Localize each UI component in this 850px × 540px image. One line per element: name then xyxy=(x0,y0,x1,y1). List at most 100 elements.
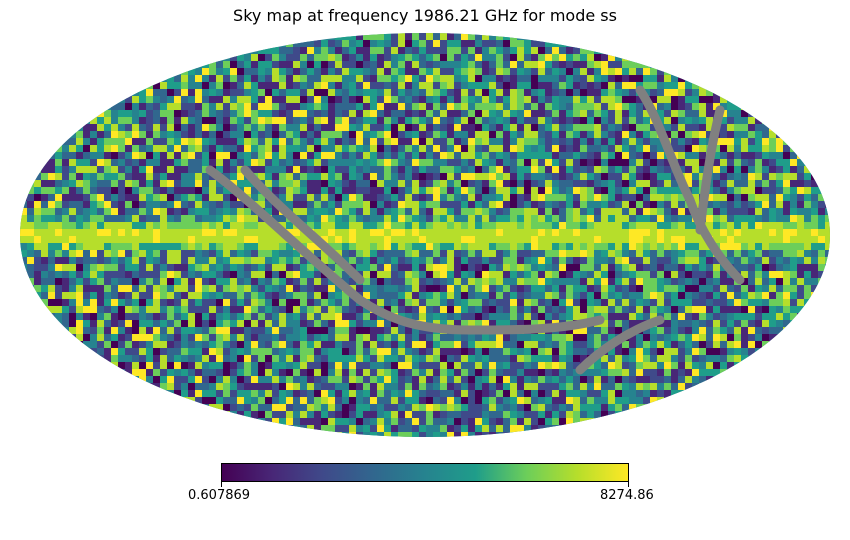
sky-pixel xyxy=(335,68,342,75)
sky-pixel xyxy=(587,257,594,264)
sky-pixel xyxy=(335,124,342,131)
sky-pixel xyxy=(461,145,468,152)
sky-pixel xyxy=(195,187,202,194)
sky-pixel xyxy=(97,222,104,229)
sky-pixel xyxy=(300,173,307,180)
sky-pixel xyxy=(125,278,132,285)
sky-pixel xyxy=(580,299,587,306)
sky-pixel xyxy=(160,194,167,201)
sky-pixel xyxy=(503,292,510,299)
sky-pixel xyxy=(125,250,132,257)
sky-pixel xyxy=(727,278,734,285)
sky-pixel xyxy=(62,173,69,180)
sky-pixel xyxy=(552,201,559,208)
sky-pixel xyxy=(769,208,776,215)
sky-pixel xyxy=(398,229,405,236)
sky-pixel xyxy=(195,285,202,292)
sky-pixel xyxy=(790,180,797,187)
sky-pixel xyxy=(188,201,195,208)
sky-pixel xyxy=(62,299,69,306)
sky-pixel xyxy=(622,138,629,145)
sky-pixel xyxy=(657,82,664,89)
sky-pixel xyxy=(517,82,524,89)
sky-pixel xyxy=(755,313,762,320)
sky-pixel xyxy=(650,355,657,362)
sky-pixel xyxy=(76,243,83,250)
sky-pixel xyxy=(153,327,160,334)
sky-pixel xyxy=(237,173,244,180)
sky-pixel xyxy=(384,257,391,264)
sky-pixel xyxy=(769,271,776,278)
sky-pixel xyxy=(608,229,615,236)
sky-pixel xyxy=(678,89,685,96)
sky-pixel xyxy=(202,236,209,243)
sky-pixel xyxy=(622,166,629,173)
sky-pixel xyxy=(426,299,433,306)
sky-pixel xyxy=(195,362,202,369)
sky-pixel xyxy=(538,82,545,89)
sky-pixel xyxy=(517,152,524,159)
sky-pixel xyxy=(566,271,573,278)
sky-pixel xyxy=(594,75,601,82)
sky-pixel xyxy=(475,61,482,68)
sky-pixel xyxy=(461,278,468,285)
sky-pixel xyxy=(566,355,573,362)
sky-pixel xyxy=(454,124,461,131)
sky-pixel xyxy=(762,327,769,334)
sky-pixel xyxy=(307,138,314,145)
sky-pixel xyxy=(468,82,475,89)
sky-pixel xyxy=(699,250,706,257)
sky-pixel xyxy=(293,362,300,369)
sky-pixel xyxy=(237,61,244,68)
sky-pixel xyxy=(482,264,489,271)
sky-pixel xyxy=(489,285,496,292)
sky-pixel xyxy=(447,145,454,152)
sky-pixel xyxy=(160,327,167,334)
sky-pixel xyxy=(62,278,69,285)
sky-pixel xyxy=(510,159,517,166)
sky-pixel xyxy=(790,145,797,152)
sky-pixel xyxy=(524,173,531,180)
sky-pixel xyxy=(692,131,699,138)
sky-pixel xyxy=(300,187,307,194)
sky-pixel xyxy=(55,257,62,264)
sky-pixel xyxy=(510,103,517,110)
sky-pixel xyxy=(286,348,293,355)
sky-pixel xyxy=(636,250,643,257)
sky-pixel xyxy=(587,341,594,348)
sky-pixel xyxy=(111,250,118,257)
sky-pixel xyxy=(811,166,818,173)
sky-pixel xyxy=(202,222,209,229)
sky-pixel xyxy=(545,47,552,54)
sky-pixel xyxy=(286,82,293,89)
sky-pixel xyxy=(153,208,160,215)
sky-pixel xyxy=(328,47,335,54)
sky-pixel xyxy=(741,313,748,320)
sky-pixel xyxy=(440,138,447,145)
sky-pixel xyxy=(146,187,153,194)
sky-pixel xyxy=(622,173,629,180)
sky-pixel xyxy=(741,166,748,173)
sky-pixel xyxy=(664,236,671,243)
sky-pixel xyxy=(223,334,230,341)
sky-pixel xyxy=(503,271,510,278)
sky-pixel xyxy=(811,180,818,187)
sky-pixel xyxy=(545,75,552,82)
sky-pixel xyxy=(216,131,223,138)
sky-pixel xyxy=(762,187,769,194)
sky-pixel xyxy=(552,40,559,47)
sky-pixel xyxy=(811,243,818,250)
sky-pixel xyxy=(440,348,447,355)
sky-pixel xyxy=(181,334,188,341)
sky-pixel xyxy=(664,250,671,257)
sky-pixel xyxy=(475,110,482,117)
sky-pixel xyxy=(440,54,447,61)
sky-pixel xyxy=(538,278,545,285)
sky-pixel xyxy=(370,194,377,201)
sky-pixel xyxy=(643,299,650,306)
sky-pixel xyxy=(300,320,307,327)
sky-pixel xyxy=(244,334,251,341)
sky-pixel xyxy=(167,173,174,180)
sky-pixel xyxy=(671,145,678,152)
sky-pixel xyxy=(664,320,671,327)
